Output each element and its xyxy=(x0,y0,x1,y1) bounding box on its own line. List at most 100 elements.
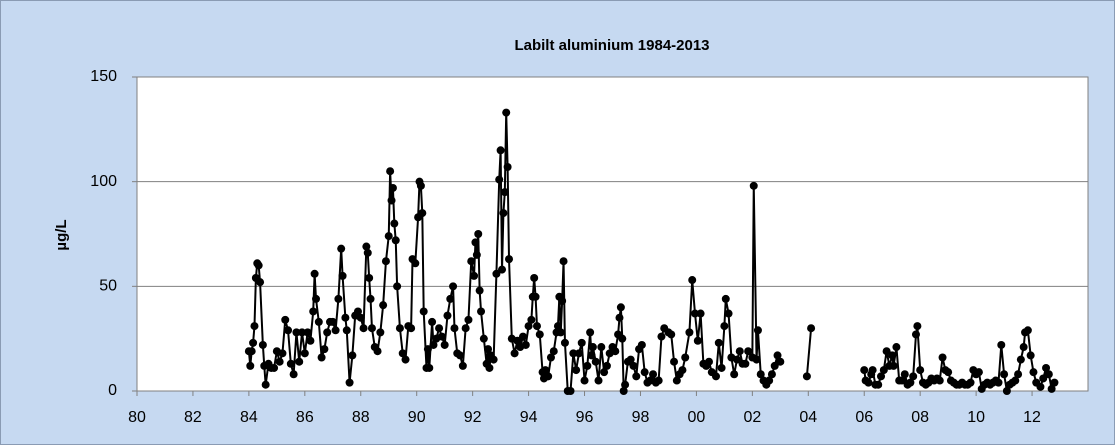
data-point xyxy=(320,345,329,354)
data-point xyxy=(275,357,284,366)
data-point xyxy=(367,324,376,333)
data-point xyxy=(384,232,393,241)
data-point xyxy=(877,372,886,381)
data-point xyxy=(281,315,290,324)
data-point xyxy=(470,271,479,280)
data-point xyxy=(765,376,774,385)
data-point xyxy=(337,244,346,253)
data-point xyxy=(300,349,309,358)
data-point xyxy=(440,340,449,349)
data-point xyxy=(611,347,620,356)
data-point xyxy=(407,324,416,333)
data-point xyxy=(278,349,287,358)
x-tick-label: 02 xyxy=(743,409,761,426)
data-point xyxy=(649,370,658,379)
data-point xyxy=(767,370,776,379)
data-point xyxy=(527,315,536,324)
x-tick-label: 98 xyxy=(632,409,650,426)
data-point xyxy=(944,368,953,377)
x-tick-label: 08 xyxy=(911,409,929,426)
data-point xyxy=(586,328,595,337)
data-point xyxy=(749,181,758,190)
data-point xyxy=(597,343,606,352)
data-point xyxy=(730,370,739,379)
data-point xyxy=(629,361,638,370)
data-point xyxy=(314,317,323,326)
data-point xyxy=(621,380,630,389)
data-point xyxy=(1047,384,1056,393)
data-point xyxy=(317,353,326,362)
data-point xyxy=(724,309,733,318)
data-point xyxy=(966,378,975,387)
data-point xyxy=(495,175,504,184)
data-point xyxy=(691,309,700,318)
x-tick-label: 12 xyxy=(1023,409,1041,426)
x-tick-label: 80 xyxy=(128,409,146,426)
y-tick-label: 100 xyxy=(90,173,117,190)
data-point xyxy=(594,376,603,385)
data-point xyxy=(472,250,481,259)
data-point xyxy=(461,324,470,333)
data-point xyxy=(572,366,581,375)
data-point xyxy=(401,355,410,364)
data-point xyxy=(292,328,301,337)
data-point xyxy=(359,324,368,333)
data-point xyxy=(1023,326,1032,335)
data-point xyxy=(419,307,428,316)
data-point xyxy=(897,376,906,385)
data-point xyxy=(741,359,750,368)
data-point xyxy=(513,336,522,345)
data-point xyxy=(334,294,343,303)
data-point xyxy=(696,309,705,318)
data-point xyxy=(544,372,553,381)
data-point xyxy=(323,328,332,337)
data-point xyxy=(913,322,922,331)
data-point xyxy=(560,338,569,347)
data-point xyxy=(546,353,555,362)
data-point xyxy=(391,236,400,245)
data-point xyxy=(909,372,918,381)
data-point xyxy=(688,276,697,285)
data-point xyxy=(489,355,498,364)
data-point xyxy=(416,181,425,190)
x-tick-label: 00 xyxy=(688,409,706,426)
data-point xyxy=(261,380,270,389)
data-point xyxy=(535,330,544,339)
x-tick-label: 88 xyxy=(352,409,370,426)
data-point xyxy=(776,357,785,366)
data-point xyxy=(500,188,509,197)
data-point xyxy=(1026,351,1035,360)
data-point xyxy=(411,259,420,268)
data-point xyxy=(1036,382,1045,391)
data-point xyxy=(616,303,625,312)
data-point xyxy=(249,338,258,347)
data-point xyxy=(773,351,782,360)
data-point xyxy=(256,278,265,287)
data-point xyxy=(363,248,372,257)
data-point xyxy=(753,326,762,335)
data-point xyxy=(250,322,259,331)
data-point xyxy=(632,372,641,381)
data-point xyxy=(373,347,382,356)
data-point xyxy=(807,324,816,333)
data-point xyxy=(935,376,944,385)
data-point xyxy=(247,347,256,356)
data-point xyxy=(387,196,396,205)
data-point xyxy=(341,313,350,322)
data-point xyxy=(328,317,337,326)
data-point xyxy=(879,366,888,375)
data-point xyxy=(398,349,407,358)
data-point xyxy=(471,238,480,247)
y-axis-label: µg/L xyxy=(53,219,70,250)
data-point xyxy=(393,282,402,291)
data-point xyxy=(331,326,340,335)
data-point xyxy=(916,366,925,375)
data-point xyxy=(295,357,304,366)
data-point xyxy=(485,363,494,372)
data-point xyxy=(580,376,589,385)
data-point xyxy=(1002,387,1011,395)
data-point xyxy=(558,296,567,305)
data-point xyxy=(499,209,508,218)
data-point xyxy=(1042,363,1051,372)
